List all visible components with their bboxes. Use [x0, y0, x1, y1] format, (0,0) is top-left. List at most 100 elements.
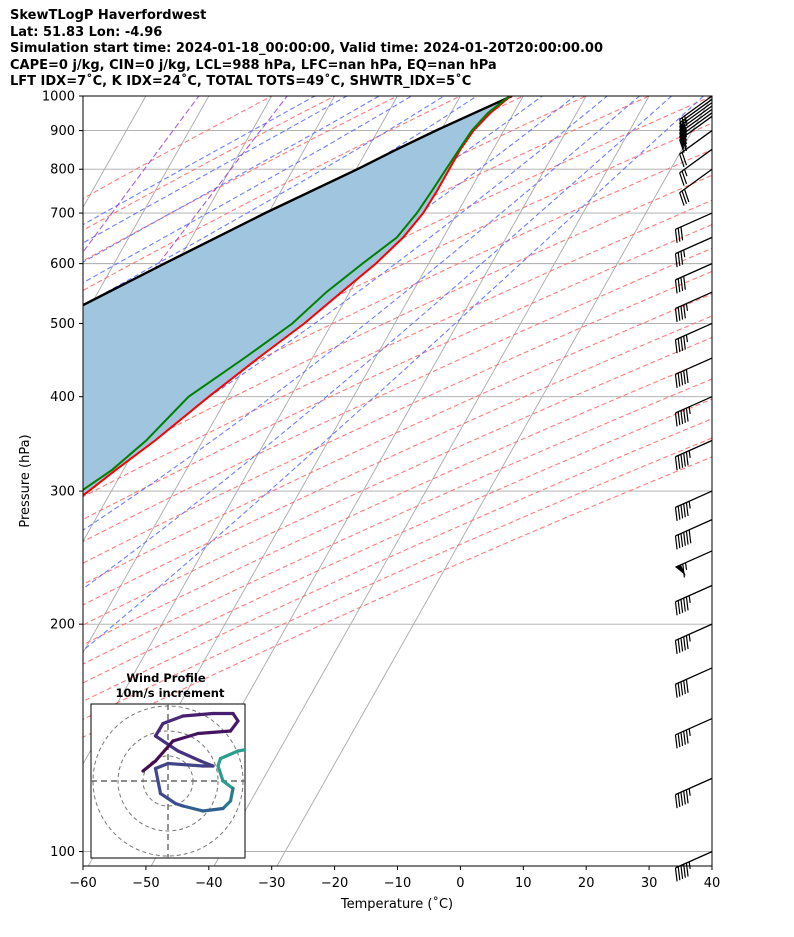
- cape-line: CAPE=0 j/kg, CIN=0 j/kg, LCL=988 hPa, LF…: [10, 57, 497, 73]
- hodograph-segment: [141, 759, 158, 773]
- wind-barb: [674, 236, 713, 268]
- y-tick-label: 600: [50, 257, 75, 272]
- hodograph-inset: Wind Profile 10m/s increment: [90, 671, 246, 859]
- hodograph-segment: [221, 779, 235, 791]
- wind-barb: [674, 357, 713, 388]
- wind-barb-flag: [680, 865, 684, 880]
- y-tick-label: 800: [50, 163, 75, 178]
- wind-barb-flag: [685, 596, 689, 611]
- wind-barb: [675, 550, 713, 578]
- hodograph-segment: [153, 766, 163, 796]
- hodograph-segment: [153, 761, 170, 771]
- y-tick-label: 1000: [42, 90, 75, 105]
- wind-barb: [674, 396, 713, 427]
- wind-barb-flag: [680, 305, 684, 320]
- x-tick-label: 0: [456, 876, 464, 891]
- dry-adiabat: [83, 357, 712, 646]
- wind-barb-flag: [685, 369, 689, 383]
- wind-barb-flag: [677, 252, 681, 266]
- wind-barb-flag: [677, 534, 681, 549]
- wind-barb: [679, 130, 713, 168]
- wind-barb-flag: [681, 152, 688, 166]
- y-tick-label: 200: [50, 618, 75, 633]
- wind-barb-flag: [677, 733, 681, 748]
- dry-adiabat: [83, 456, 712, 738]
- wind-barb-flag: [677, 228, 681, 242]
- y-tick-label: 300: [50, 485, 75, 500]
- chart-header: SkewTLogP Haverfordwest Lat: 51.83 Lon: …: [10, 8, 603, 91]
- wind-barb-shaft: [675, 550, 713, 568]
- isotherm: [213, 96, 650, 866]
- dry-adiabat: [83, 174, 712, 475]
- wind-barb-flag: [680, 637, 684, 652]
- wind-barb-shaft: [679, 98, 713, 124]
- wind-barb-flag: [677, 506, 681, 520]
- y-axis-label: Pressure (hPa): [18, 434, 33, 527]
- wind-barb-flag: [680, 277, 684, 292]
- wind-barb: [674, 490, 713, 521]
- hodograph-segment: [153, 739, 175, 763]
- dry-adiabat: [83, 336, 712, 626]
- wind-barb-flag: [680, 732, 684, 746]
- wind-barb-flag: [674, 308, 678, 323]
- wind-barb: [679, 148, 713, 186]
- wind-barb-flag: [683, 790, 686, 805]
- axes: −60 −50 −40 −30 −20 −10 0 10 20 30 40 100 200 300 400 5…: [42, 90, 720, 892]
- moist-adiabat: [83, 96, 641, 531]
- wind-barb-flag: [677, 411, 681, 426]
- mixing-ratio-line: [83, 96, 200, 253]
- wind-barb-flag: [688, 529, 692, 544]
- wind-barb: [674, 519, 713, 550]
- wind-barb-half-flag: [688, 634, 691, 642]
- wind-barb-flag: [685, 530, 689, 545]
- hodograph-segment: [153, 721, 165, 738]
- hodograph-segment: [153, 734, 180, 753]
- wind-barb-flag: [674, 794, 678, 809]
- inset-subtitle: 10m/s increment: [116, 686, 225, 700]
- wind-barb-flag: [683, 409, 686, 423]
- wind-barb-flag: [685, 502, 689, 517]
- wind-barb-flag: [674, 229, 678, 243]
- wind-barb-flag: [674, 640, 678, 654]
- wind-barb-flag: [680, 533, 684, 548]
- wind-barb-flag: [683, 636, 686, 651]
- x-tick-label: 20: [578, 876, 595, 891]
- x-tick-label: −20: [321, 876, 348, 891]
- wind-barb-shaft: [679, 148, 713, 174]
- isotherm: [276, 96, 712, 866]
- wind-barb-shaft: [679, 102, 713, 127]
- wind-barb-flag: [677, 793, 681, 807]
- index-line: LFT IDX=7˚C, K IDX=24˚C, TOTAL TOTS=49˚C…: [10, 74, 472, 90]
- moist-adiabat: [83, 96, 511, 361]
- moist-adiabat: [83, 96, 413, 284]
- wind-barb-flag: [685, 635, 689, 650]
- moist-adiabat: [83, 96, 673, 590]
- wind-barb: [674, 717, 713, 749]
- hodograph-ring: [117, 730, 219, 832]
- wind-barb-half-flag: [688, 728, 691, 737]
- isotherm: [83, 96, 273, 431]
- isotherm: [83, 96, 84, 97]
- wind-barb-shaft: [675, 236, 713, 255]
- wind-barb-shaft: [679, 115, 713, 141]
- x-tick-label: −30: [258, 876, 285, 891]
- wind-barb-half-flag: [688, 450, 691, 458]
- mixing-ratio-line: [136, 96, 288, 293]
- wind-barb-half-flag: [688, 501, 691, 509]
- hodograph-segment: [228, 719, 240, 733]
- isotherm: [83, 96, 210, 320]
- x-tick-label: −50: [132, 876, 159, 891]
- x-tick-label: −10: [384, 876, 411, 891]
- wind-barb-flag: [677, 307, 681, 321]
- wind-barb-flag: [680, 504, 684, 519]
- wind-barb-shaft: [679, 130, 713, 155]
- y-tick-label: 100: [50, 845, 75, 860]
- dry-adiabat: [83, 378, 712, 665]
- wind-barb-shaft: [675, 396, 713, 414]
- wind-barb-flag: [683, 304, 686, 319]
- wind-barb-shaft: [675, 212, 713, 230]
- dewpoint-line: [83, 96, 511, 492]
- y-tick-label: 500: [50, 317, 75, 332]
- wind-barb: [674, 322, 713, 354]
- wind-barb-flag: [681, 137, 688, 152]
